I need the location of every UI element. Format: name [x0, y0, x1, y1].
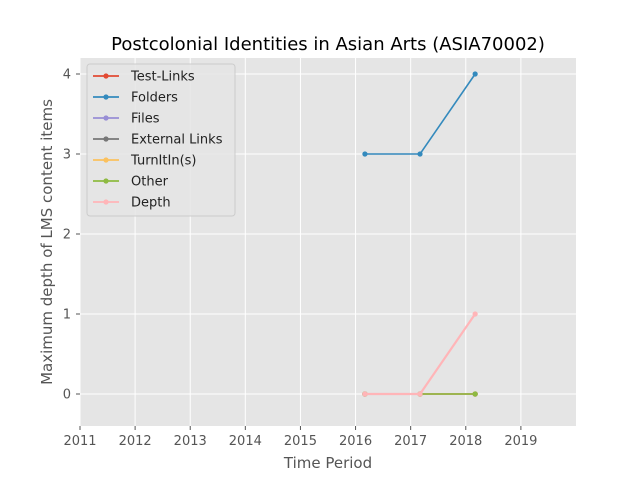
data-point-depth: [362, 391, 368, 397]
series-folders: [362, 71, 478, 157]
legend-label: External Links: [131, 133, 223, 148]
x-tick-label: 2019: [504, 434, 537, 449]
x-tick-label: 2018: [449, 434, 482, 449]
x-axis-label: Time Period: [283, 454, 372, 472]
series-layer: [362, 71, 478, 397]
legend-item: Folders: [93, 91, 178, 106]
data-point-folders: [362, 151, 368, 157]
x-tick-label: 2014: [229, 434, 262, 449]
legend-marker: [103, 178, 109, 184]
legend-label: Files: [131, 112, 160, 127]
legend-label: Other: [131, 175, 169, 190]
data-point-depth: [472, 311, 478, 317]
legend-marker: [103, 73, 109, 79]
data-point-depth: [417, 391, 423, 397]
legend-marker: [103, 157, 109, 163]
x-tick-label: 2012: [119, 434, 152, 449]
y-axis: 0 1 2 3 4: [63, 68, 80, 403]
y-tick-label: 3: [63, 148, 71, 163]
legend-frame: [86, 63, 236, 217]
data-point-folders: [472, 71, 478, 77]
legend-item: Test-Links: [93, 70, 195, 85]
x-axis: 2011 2012 2013 2014 2015 2016 2017 2018 2019: [63, 426, 537, 449]
series-depth: [362, 311, 478, 397]
legend-label: TurnItIn(s): [130, 154, 196, 169]
y-axis-label: Maximum depth of LMS content items: [38, 99, 56, 385]
x-tick-label: 2015: [284, 434, 317, 449]
legend: Test-Links Folders Files External Links Turn…: [86, 63, 236, 217]
legend-marker: [103, 115, 109, 121]
legend-label: Depth: [131, 196, 171, 211]
legend-item: Files: [93, 112, 160, 127]
legend-marker: [103, 94, 109, 100]
legend-marker: [103, 136, 109, 142]
y-tick-label: 0: [63, 388, 71, 403]
legend-item: Depth: [93, 196, 171, 211]
y-tick-label: 2: [63, 228, 71, 243]
y-tick-label: 4: [63, 68, 71, 83]
x-tick-label: 2016: [339, 434, 372, 449]
legend-label: Test-Links: [130, 70, 195, 85]
data-point-other: [472, 391, 478, 397]
x-tick-label: 2013: [174, 434, 207, 449]
y-tick-label: 1: [63, 308, 71, 323]
chart-title: Postcolonial Identities in Asian Arts (A…: [111, 34, 545, 55]
data-point-folders: [417, 151, 423, 157]
legend-item: External Links: [93, 133, 223, 148]
legend-marker: [103, 199, 109, 205]
legend-item: TurnItIn(s): [93, 154, 196, 169]
x-tick-label: 2017: [394, 434, 427, 449]
legend-label: Folders: [131, 91, 178, 106]
x-tick-label: 2011: [63, 434, 96, 449]
legend-item: Other: [93, 175, 169, 190]
